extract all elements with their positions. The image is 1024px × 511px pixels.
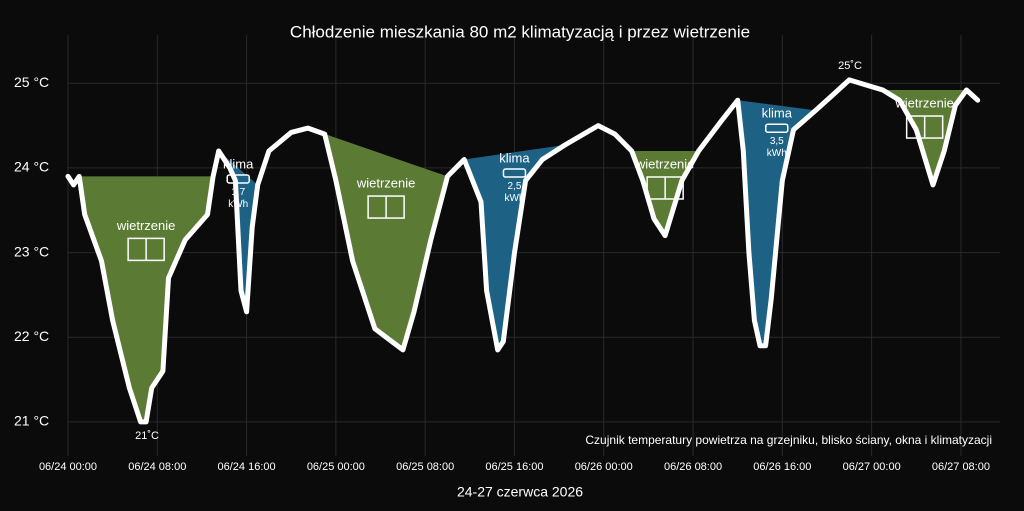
ac-icon (502, 168, 527, 178)
grid (67, 35, 1000, 456)
y-tick-label: 25 °C (14, 74, 49, 90)
x-tick-label: 06/26 16:00 (753, 461, 811, 473)
y-tick-label: 24 °C (14, 159, 49, 175)
ac-icon (226, 174, 250, 184)
x-tick-label: 06/25 00:00 (307, 461, 365, 473)
x-tick-label: 06/25 16:00 (485, 461, 543, 473)
region-label: klima (762, 106, 793, 121)
labels: 21 °C 22 °C 23 °C 24 °C 25 °C 06/24 00:00 06/2… (14, 74, 990, 473)
regions (79, 90, 967, 422)
y-tick-label: 22 °C (14, 328, 49, 344)
y-tick-label: 23 °C (14, 243, 49, 259)
temperature-line (65, 77, 981, 425)
region-label: wietrzenie (635, 156, 695, 171)
region-label: wietrzenie (356, 175, 416, 190)
region-label: klima (223, 156, 254, 171)
energy-label: 3,5 kWh (766, 136, 787, 160)
x-tick-label: 06/25 08:00 (396, 461, 454, 473)
x-tick-label: 06/26 08:00 (664, 461, 722, 473)
region (79, 176, 214, 422)
max-label: 25˚C (838, 60, 862, 72)
x-axis-label: 24-27 czerwca 2026 (457, 484, 583, 500)
x-tick-label: 06/26 00:00 (575, 461, 633, 473)
ac-icon (765, 123, 789, 133)
x-tick-label: 06/24 08:00 (128, 461, 186, 473)
chart-title: Chłodzenie mieszkania 80 m2 klimatyzacją… (290, 22, 750, 41)
energy-label: 1,7 kWh (228, 186, 249, 210)
x-tick-label: 06/27 08:00 (932, 461, 990, 473)
annotation: Czujnik temperatury powietrza na grzejni… (585, 433, 992, 447)
x-tick-label: 06/24 16:00 (218, 461, 276, 473)
y-tick-label: 21 °C (14, 413, 49, 429)
x-tick-label: 06/27 00:00 (843, 461, 901, 473)
region-label: wietrzenie (894, 95, 954, 110)
energy-label: 2,5 kWh (504, 181, 525, 205)
x-tick-label: 06/24 00:00 (39, 461, 97, 473)
region-label: klima (499, 150, 530, 165)
region-label: wietrzenie (116, 218, 176, 233)
lines (65, 77, 981, 425)
min-label: 21˚C (135, 430, 159, 442)
